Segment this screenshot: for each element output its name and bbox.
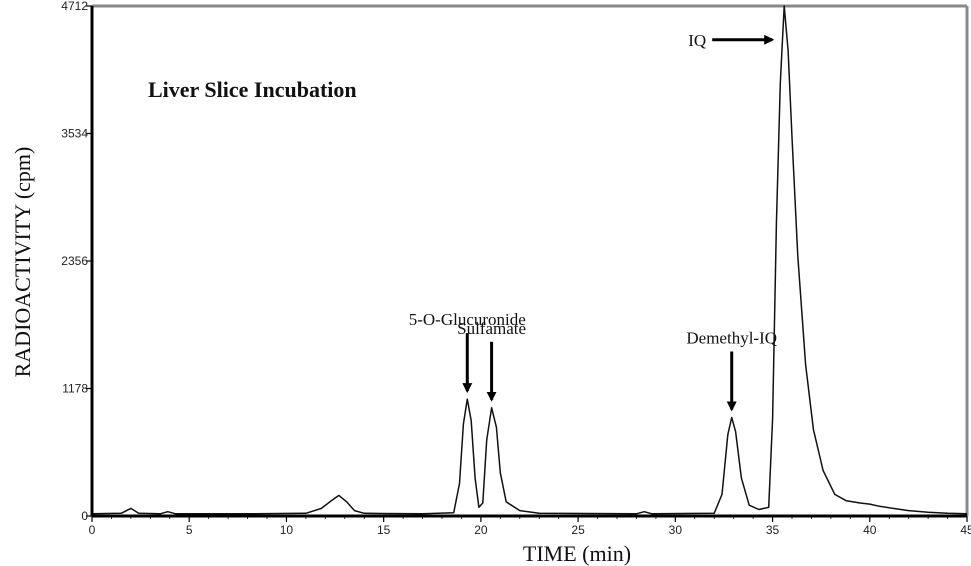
y-tick-label: 4712	[61, 0, 88, 13]
annotation-label: IQ	[688, 31, 706, 50]
annotation-label: 5-O-Glucuronide	[409, 310, 526, 329]
series-layer	[91, 5, 968, 515]
x-tick-label: 35	[766, 523, 780, 537]
x-tick-label: 0	[89, 523, 96, 537]
x-tick-label: 15	[377, 523, 391, 537]
x-tick-label: 10	[280, 523, 294, 537]
y-tick-label: 3534	[61, 127, 88, 141]
inset-label: Liver Slice Incubation	[148, 77, 357, 102]
x-tick-label: 45	[960, 523, 971, 537]
y-tick-label: 1178	[62, 382, 88, 396]
series-line	[91, 5, 968, 515]
y-axis-title: RADIOACTIVITY (cpm)	[10, 147, 35, 378]
x-tick-label: 30	[669, 523, 683, 537]
x-tick-label: 5	[186, 523, 193, 537]
x-tick-label: 40	[863, 523, 877, 537]
x-tick-label: 20	[474, 523, 488, 537]
y-tick-label: 2356	[61, 254, 88, 268]
y-tick-label: 0	[81, 509, 88, 523]
axis-ticks: 0 5 10 15 20 25 30 35 40 45 0 1178 2356 3534 4712	[61, 0, 971, 537]
x-tick-label: 25	[571, 523, 585, 537]
annotation-label: Sulfamate	[457, 319, 526, 338]
annotation-label: Demethyl-IQ	[686, 329, 777, 348]
x-axis-title: TIME (min)	[523, 541, 631, 566]
